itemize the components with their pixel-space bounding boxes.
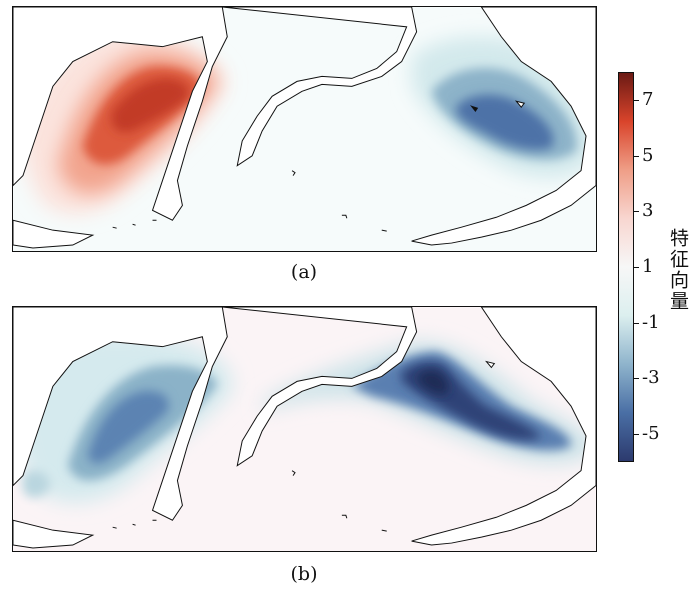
- negative-anomaly-west: [16, 333, 233, 503]
- map-b-svg: [13, 307, 596, 551]
- colorbar-tick-mark: [634, 378, 639, 380]
- islands-b: [112, 360, 496, 532]
- panel-label-b: (b): [290, 563, 318, 585]
- colorbar-tick-label: 5: [642, 144, 654, 166]
- negative-anomaly-east: [262, 341, 596, 464]
- colorbar-tick-mark: [634, 99, 639, 101]
- colorbar-tick-label: 1: [642, 256, 654, 277]
- colorbar-tick-mark: [634, 322, 639, 324]
- colorbar-tick-label: 3: [642, 200, 654, 222]
- panel-label-a: (a): [290, 261, 318, 283]
- colorbar: [618, 72, 634, 462]
- colorbar-tick-mark: [634, 155, 639, 157]
- map-panel-a: [12, 6, 597, 252]
- colorbar-tick-mark: [634, 211, 639, 213]
- islands-a: [112, 100, 526, 232]
- colorbar-tick-mark: [634, 434, 639, 436]
- colorbar-label: 特征向量: [667, 228, 689, 312]
- colorbar-tick-label: -5: [642, 423, 660, 445]
- colorbar-tick-label: 7: [642, 88, 654, 110]
- colorbar-tick-label: -1: [642, 311, 660, 333]
- positive-anomaly-west: [21, 31, 228, 215]
- land-a: [13, 7, 596, 249]
- colorbar-tick-mark: [634, 267, 639, 268]
- land-b: [13, 307, 596, 549]
- colorbar-tick-label: -3: [642, 367, 660, 389]
- map-a-svg: [13, 7, 596, 249]
- map-panel-b: [12, 306, 597, 552]
